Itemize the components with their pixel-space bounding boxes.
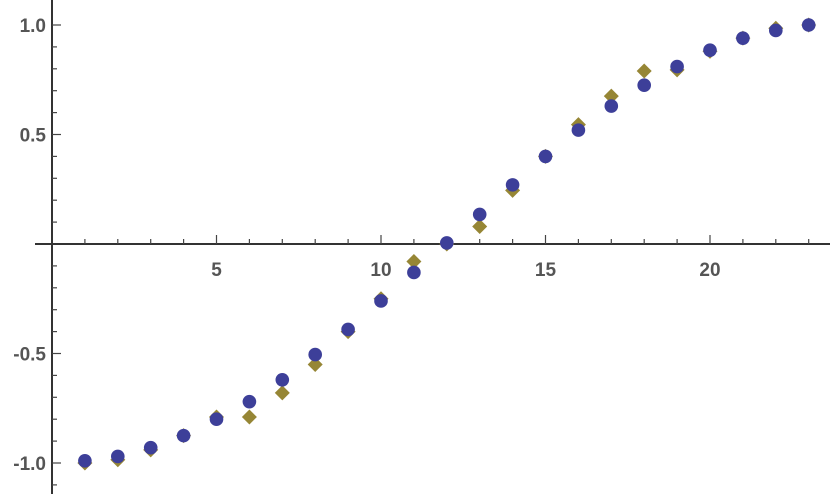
circle-point	[209, 412, 224, 427]
circle-point	[111, 449, 125, 464]
circle-point	[176, 428, 191, 443]
y-tick-label: 0.5	[20, 126, 47, 147]
circle-point	[801, 18, 816, 32]
y-tick-label: -0.5	[13, 345, 46, 366]
circle-point	[440, 236, 454, 250]
circle-point	[604, 99, 619, 113]
circle-point	[78, 454, 92, 468]
circle-point	[341, 322, 355, 337]
circle-point	[505, 178, 520, 192]
circle-point	[374, 294, 388, 308]
circle-point	[538, 149, 553, 164]
diamond-point	[406, 254, 422, 270]
series-2	[78, 18, 816, 468]
y-tick-label: 1.0	[20, 16, 46, 37]
axis-ticks	[52, 24, 810, 486]
circle-point	[670, 59, 684, 74]
circle-point	[472, 207, 487, 222]
data-points	[77, 17, 817, 471]
circle-point	[143, 440, 158, 455]
diamond-point	[636, 63, 652, 79]
diamond-point	[472, 218, 488, 234]
x-tick-label: 20	[699, 260, 720, 281]
circle-point	[308, 347, 323, 362]
circle-point	[242, 394, 257, 409]
x-tick-label: 10	[370, 260, 391, 281]
circle-point	[571, 123, 586, 137]
diamond-point	[307, 356, 323, 372]
circle-point	[275, 372, 290, 387]
circle-point	[703, 43, 717, 57]
circle-point	[736, 31, 750, 45]
circle-point	[407, 265, 421, 280]
x-tick-label: 5	[211, 260, 222, 281]
diamond-point	[603, 88, 619, 104]
diamond-point	[241, 409, 257, 425]
diamond-point	[274, 385, 290, 401]
circle-point	[769, 23, 783, 38]
x-tick-label: 15	[535, 260, 557, 281]
axes	[35, 0, 830, 494]
circle-point	[637, 78, 651, 93]
y-tick-label: -1.0	[13, 454, 46, 475]
tick-labels: 5 10 15 20 -1.0 -0.5 0.5 1.0	[13, 16, 720, 475]
